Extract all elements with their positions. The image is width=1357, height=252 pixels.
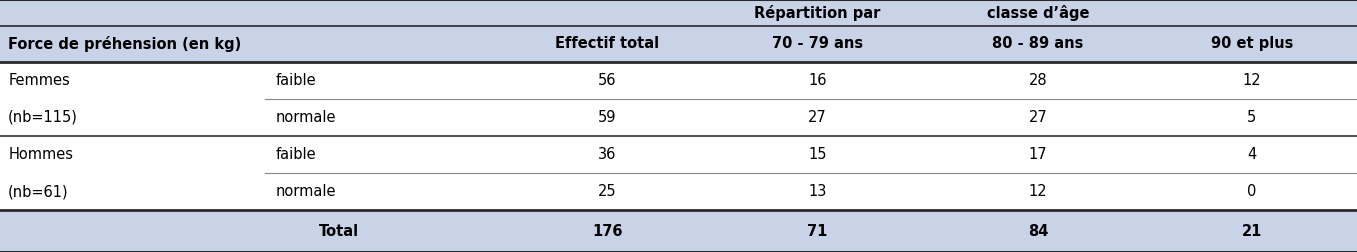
Text: faible: faible [275,147,316,162]
Text: Total: Total [319,224,360,238]
Text: 28: 28 [1029,73,1048,88]
Text: 12: 12 [1029,184,1048,199]
Bar [0,173,1357,210]
Text: 80 - 89 ans: 80 - 89 ans [992,37,1084,51]
Text: 71: 71 [807,224,828,238]
Bar [0,0,1357,26]
Text: 27: 27 [1029,110,1048,125]
Bar [0,210,1357,252]
Text: 176: 176 [592,224,623,238]
Text: 16: 16 [809,73,826,88]
Text: 4: 4 [1247,147,1257,162]
Text: 25: 25 [598,184,616,199]
Text: Femmes: Femmes [8,73,71,88]
Text: 0: 0 [1247,184,1257,199]
Text: Répartition par: Répartition par [754,5,881,21]
Text: 27: 27 [809,110,826,125]
Text: 17: 17 [1029,147,1048,162]
Text: faible: faible [275,73,316,88]
Text: 70 - 79 ans: 70 - 79 ans [772,37,863,51]
Text: 90 et plus: 90 et plus [1210,37,1293,51]
Bar [0,26,1357,62]
Text: normale: normale [275,110,337,125]
Text: Force de préhension (en kg): Force de préhension (en kg) [8,36,242,52]
Text: (nb=61): (nb=61) [8,184,69,199]
Text: 36: 36 [598,147,616,162]
Text: 13: 13 [809,184,826,199]
Text: 21: 21 [1242,224,1262,238]
Bar [0,136,1357,173]
Text: Hommes: Hommes [8,147,73,162]
Text: classe d’âge: classe d’âge [987,5,1090,21]
Text: (nb=115): (nb=115) [8,110,77,125]
Text: 15: 15 [809,147,826,162]
Bar [0,99,1357,136]
Text: 84: 84 [1027,224,1049,238]
Text: 5: 5 [1247,110,1257,125]
Text: 59: 59 [598,110,616,125]
Text: 56: 56 [598,73,616,88]
Text: 12: 12 [1243,73,1261,88]
Text: Effectif total: Effectif total [555,37,660,51]
Bar [0,62,1357,99]
Text: normale: normale [275,184,337,199]
